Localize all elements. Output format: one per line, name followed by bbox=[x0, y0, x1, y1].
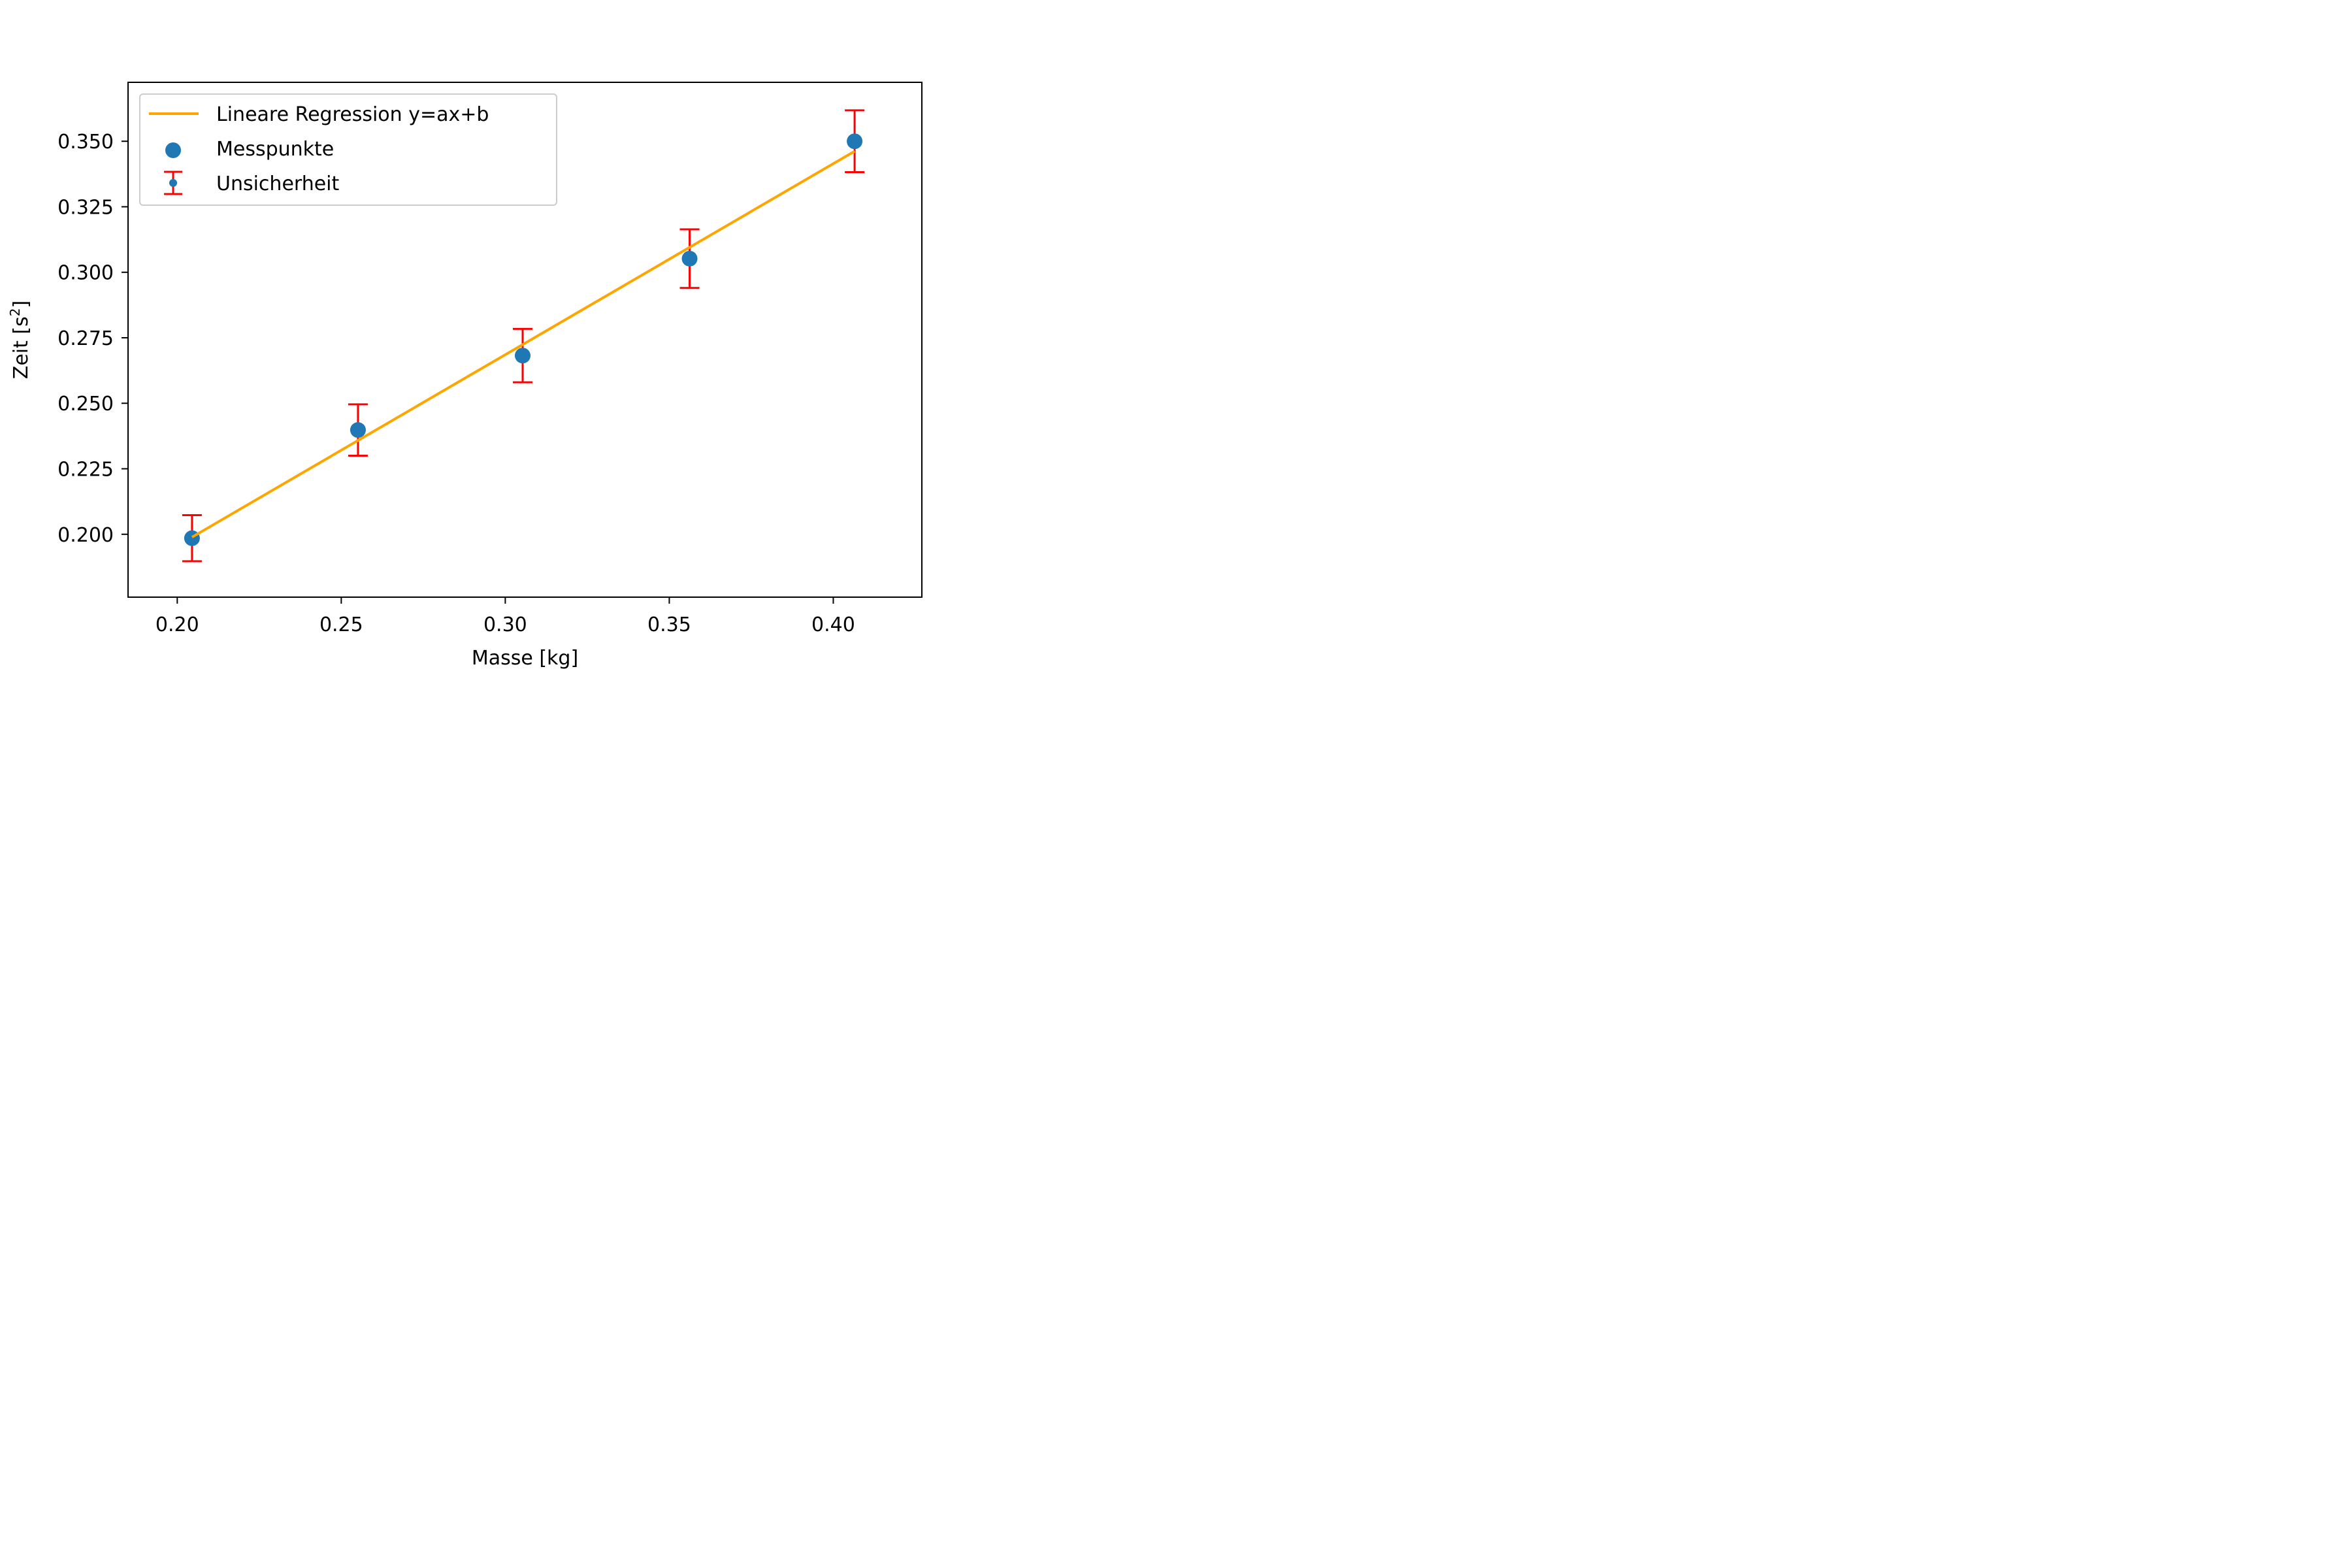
y-tick-label: 0.225 bbox=[57, 459, 114, 482]
y-axis-label-superscript: 2 bbox=[7, 308, 23, 317]
x-tick-label: 0.25 bbox=[319, 613, 363, 636]
legend-point-swatch bbox=[165, 142, 181, 158]
chart: 0.20 0.25 0.30 0.35 0.40 0.200 0.225 0.250 0.275… bbox=[7, 82, 923, 670]
axes-frame bbox=[127, 82, 923, 598]
data-point bbox=[681, 250, 698, 267]
y-tick-label: 0.200 bbox=[57, 524, 114, 547]
x-tick-label: 0.35 bbox=[647, 613, 691, 636]
y-axis-label: Zeit [s2] bbox=[7, 301, 33, 379]
y-axis-label-text: Zeit [s bbox=[10, 316, 33, 379]
chart-marks bbox=[182, 109, 865, 563]
axis-ticks: 0.20 0.25 0.30 0.35 0.40 0.200 0.225 0.250 0.275… bbox=[57, 131, 855, 636]
x-axis-label: Masse [kg] bbox=[472, 647, 578, 670]
legend-label: Messpunkte bbox=[216, 138, 334, 161]
y-tick-label: 0.275 bbox=[57, 327, 114, 350]
x-tick-label: 0.20 bbox=[155, 613, 199, 636]
y-axis-label-suffix: ] bbox=[10, 301, 33, 308]
y-tick-label: 0.325 bbox=[57, 196, 114, 219]
y-tick-label: 0.250 bbox=[57, 393, 114, 416]
y-tick-label: 0.350 bbox=[57, 131, 114, 154]
legend-box bbox=[139, 93, 557, 206]
regression-line bbox=[191, 150, 856, 538]
legend-label: Unsicherheit bbox=[216, 172, 340, 195]
y-tick-label: 0.300 bbox=[57, 262, 114, 285]
x-tick-label: 0.40 bbox=[811, 613, 855, 636]
x-tick-label: 0.30 bbox=[483, 613, 527, 636]
data-point bbox=[350, 422, 366, 438]
data-point bbox=[847, 133, 863, 150]
legend: Lineare Regression y=ax+b Messpunkte Unsic… bbox=[139, 93, 557, 206]
legend-errorbar-point bbox=[169, 179, 177, 187]
legend-label: Lineare Regression y=ax+b bbox=[216, 103, 489, 126]
data-point bbox=[514, 348, 531, 364]
